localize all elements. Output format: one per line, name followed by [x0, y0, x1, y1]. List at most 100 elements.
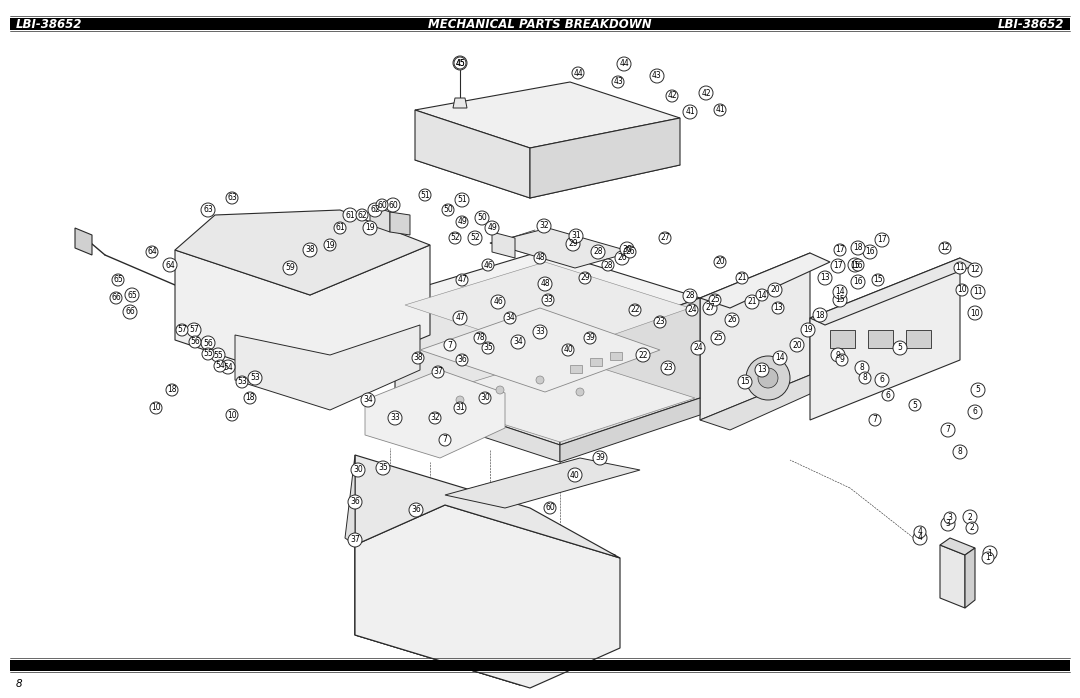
- Circle shape: [202, 348, 214, 360]
- Text: 7: 7: [443, 436, 447, 445]
- Text: 20: 20: [770, 285, 780, 295]
- Circle shape: [703, 301, 717, 315]
- Text: 33: 33: [535, 327, 545, 336]
- Circle shape: [579, 272, 591, 284]
- Circle shape: [836, 354, 848, 366]
- Circle shape: [893, 341, 907, 355]
- Polygon shape: [175, 210, 430, 295]
- Text: 44: 44: [619, 59, 629, 68]
- Circle shape: [368, 203, 382, 217]
- Text: 28: 28: [685, 292, 694, 301]
- Circle shape: [456, 216, 468, 228]
- Text: 42: 42: [667, 91, 677, 101]
- Text: 60: 60: [545, 503, 555, 512]
- Circle shape: [941, 517, 955, 531]
- Text: 50: 50: [477, 214, 487, 223]
- Circle shape: [386, 198, 400, 212]
- Circle shape: [666, 90, 678, 102]
- Polygon shape: [355, 505, 615, 595]
- Text: LBI-38652: LBI-38652: [998, 18, 1064, 31]
- Circle shape: [968, 405, 982, 419]
- Circle shape: [831, 259, 845, 273]
- Polygon shape: [940, 538, 975, 555]
- Circle shape: [953, 445, 967, 459]
- Circle shape: [419, 189, 431, 201]
- Text: 50: 50: [443, 205, 453, 214]
- Text: 8: 8: [860, 364, 864, 373]
- Text: 34: 34: [363, 396, 373, 405]
- Circle shape: [348, 495, 362, 509]
- Text: 63: 63: [227, 193, 237, 202]
- Text: 35: 35: [378, 463, 388, 473]
- Circle shape: [201, 336, 215, 350]
- Circle shape: [248, 371, 262, 385]
- Circle shape: [226, 409, 238, 421]
- Circle shape: [617, 57, 631, 71]
- Text: 46: 46: [494, 297, 503, 306]
- Circle shape: [650, 69, 664, 83]
- Text: 20: 20: [715, 258, 725, 267]
- Circle shape: [745, 295, 759, 309]
- Text: LBI-38652: LBI-38652: [16, 18, 82, 31]
- Circle shape: [110, 292, 122, 304]
- Text: 31: 31: [455, 403, 464, 413]
- Text: 6: 6: [879, 376, 885, 385]
- Text: 23: 23: [663, 364, 673, 373]
- Text: 1: 1: [986, 554, 990, 563]
- Text: 38: 38: [306, 246, 314, 255]
- Text: 64: 64: [147, 248, 157, 256]
- Text: 30: 30: [622, 244, 632, 253]
- Text: 10: 10: [957, 285, 967, 295]
- Circle shape: [699, 86, 713, 100]
- Circle shape: [455, 193, 469, 207]
- Circle shape: [411, 352, 424, 364]
- Text: 42: 42: [701, 89, 711, 98]
- Circle shape: [456, 274, 468, 286]
- Text: 12: 12: [970, 265, 980, 274]
- Circle shape: [591, 245, 605, 259]
- Text: 18: 18: [853, 244, 863, 253]
- Text: 12: 12: [941, 244, 949, 253]
- Text: 23: 23: [656, 318, 665, 327]
- Circle shape: [361, 393, 375, 407]
- Circle shape: [954, 262, 966, 274]
- Circle shape: [629, 304, 642, 316]
- Text: 28: 28: [604, 260, 612, 269]
- Text: 8: 8: [958, 447, 962, 456]
- Circle shape: [966, 522, 978, 534]
- Text: 19: 19: [365, 223, 375, 232]
- Text: 49: 49: [457, 218, 467, 226]
- Text: 41: 41: [715, 105, 725, 114]
- Text: 16: 16: [865, 248, 875, 256]
- Circle shape: [708, 294, 721, 306]
- Polygon shape: [395, 295, 561, 445]
- Text: 43: 43: [613, 77, 623, 87]
- Text: 5: 5: [975, 385, 981, 394]
- Circle shape: [615, 251, 629, 265]
- Circle shape: [334, 222, 346, 234]
- Text: 17: 17: [835, 246, 845, 255]
- Circle shape: [691, 341, 705, 355]
- Circle shape: [956, 284, 968, 296]
- Circle shape: [536, 376, 544, 384]
- Circle shape: [226, 192, 238, 204]
- Circle shape: [454, 402, 465, 414]
- Text: 31: 31: [571, 232, 581, 241]
- Text: 45: 45: [455, 59, 464, 68]
- Text: 36: 36: [350, 498, 360, 507]
- Circle shape: [584, 332, 596, 344]
- Text: 53: 53: [251, 373, 260, 383]
- Text: 14: 14: [775, 353, 785, 362]
- Circle shape: [534, 252, 546, 264]
- Text: 24: 24: [693, 343, 703, 352]
- Text: 34: 34: [505, 313, 515, 322]
- Text: 10: 10: [227, 410, 237, 419]
- Text: 55: 55: [203, 350, 213, 359]
- Circle shape: [166, 384, 178, 396]
- Circle shape: [351, 463, 365, 477]
- Polygon shape: [490, 228, 632, 268]
- Circle shape: [755, 363, 769, 377]
- Text: 30: 30: [353, 466, 363, 475]
- Text: 78: 78: [475, 334, 485, 343]
- Text: 17: 17: [877, 235, 887, 244]
